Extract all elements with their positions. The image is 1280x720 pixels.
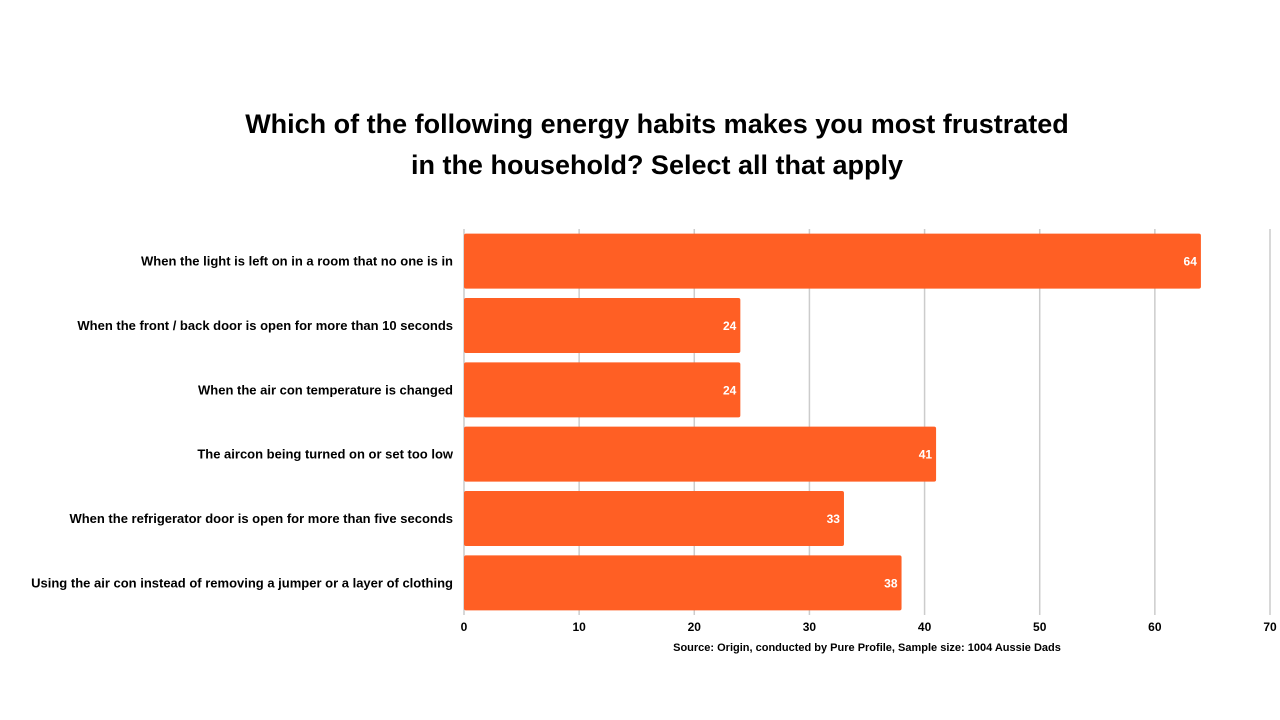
x-tick-label: 70 (1263, 620, 1277, 634)
x-tick-label: 60 (1148, 620, 1162, 634)
category-label: The aircon being turned on or set too lo… (197, 447, 454, 462)
chart-title: Which of the following energy habits mak… (245, 109, 1069, 180)
source-note: Source: Origin, conducted by Pure Profil… (673, 642, 1061, 654)
bars (464, 233, 1201, 611)
bar (464, 233, 1201, 289)
x-tick-label: 30 (803, 620, 817, 634)
data-label: 24 (723, 319, 737, 333)
data-labels: 64 24 24 41 33 38 (723, 255, 1197, 591)
data-label: 41 (919, 448, 933, 462)
category-label: When the refrigerator door is open for m… (69, 511, 453, 526)
bar (464, 362, 741, 418)
data-label: 33 (827, 512, 841, 526)
category-label: When the front / back door is open for m… (77, 318, 453, 333)
data-label: 38 (884, 576, 898, 590)
category-label: Using the air con instead of removing a … (31, 575, 453, 590)
x-axis-ticks: 0 10 20 30 40 50 60 70 (461, 620, 1277, 634)
bar (464, 491, 844, 546)
category-labels: When the light is left on in a room that… (31, 254, 454, 591)
bar (464, 555, 902, 611)
x-tick-label: 20 (688, 620, 702, 634)
bar (464, 298, 741, 353)
category-label: When the air con temperature is changed (198, 382, 453, 397)
gridlines (463, 229, 1271, 615)
x-tick-label: 40 (918, 620, 932, 634)
category-label: When the light is left on in a room that… (141, 254, 453, 269)
x-tick-label: 10 (572, 620, 586, 634)
data-label: 64 (1184, 255, 1198, 269)
data-label: 24 (723, 383, 737, 397)
x-tick-label: 0 (461, 620, 468, 634)
bar (464, 426, 937, 482)
x-tick-label: 50 (1033, 620, 1047, 634)
